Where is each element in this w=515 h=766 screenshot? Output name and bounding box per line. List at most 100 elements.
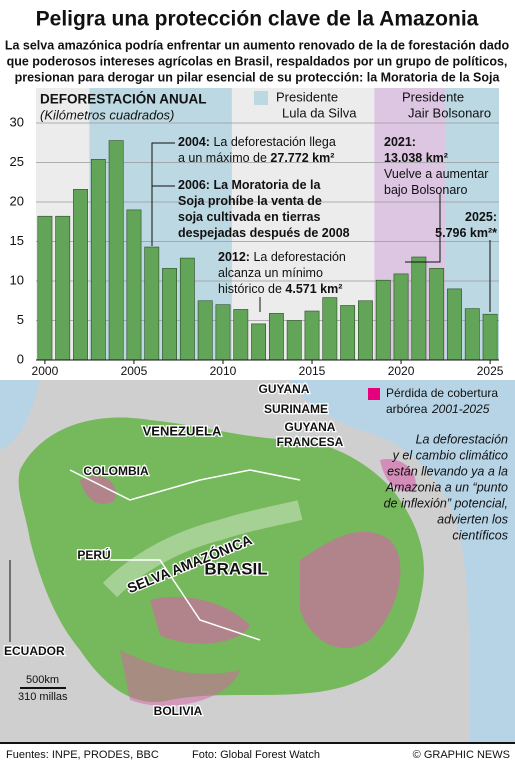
- subtitle: que poderosos intereses agrícolas en Bra…: [7, 54, 508, 68]
- annotation-text: 2012:: [218, 250, 250, 264]
- legend-label: Presidente: [276, 89, 338, 104]
- y-tick-label: 20: [10, 193, 24, 208]
- legend-label: Jair Bolsonaro: [408, 105, 491, 120]
- leader-line: [151, 142, 175, 246]
- bar: [447, 288, 462, 361]
- legend-label: arbórea: [386, 402, 428, 416]
- annotation-text: La deforestación: [250, 250, 346, 264]
- bar: [429, 268, 445, 361]
- annotation-text: Soja prohíbe la venta de: [178, 194, 322, 208]
- bar: [251, 323, 267, 361]
- map-label: GUYANA: [285, 420, 336, 434]
- map-note: y el cambio climático: [392, 448, 508, 462]
- annotation: despejadas después de 2008: [178, 226, 350, 240]
- subtitle: La selva amazónica podría enfrentar un a…: [5, 38, 510, 52]
- bar: [233, 309, 249, 361]
- x-tick-label: 2005: [121, 364, 148, 378]
- bar: [411, 256, 427, 361]
- subtitle: presionan para derogar un pilar esencial…: [15, 70, 501, 84]
- map-label: SURINAME: [264, 402, 328, 416]
- tree-loss: [80, 476, 116, 504]
- annotation: bajo Bolsonaro: [384, 183, 467, 197]
- bar: [144, 246, 160, 361]
- photo-credit: Foto: Global Forest Watch: [192, 749, 320, 761]
- annotation: 2006: La Moratoria de la: [178, 178, 321, 192]
- bar: [358, 300, 373, 361]
- bar: [482, 313, 498, 361]
- annotation-text: 2004:: [178, 135, 210, 149]
- sources: Fuentes: INPE, PRODES, BBC: [6, 749, 159, 761]
- annotation: histórico de 4.571 km²: [218, 282, 342, 296]
- annotation-text: 4.571 km²: [285, 282, 342, 296]
- bar: [268, 313, 284, 361]
- bar: [393, 273, 409, 361]
- ocean: [0, 380, 40, 450]
- tree-loss: [300, 531, 401, 649]
- annotation-text: 2006: La Moratoria de la: [178, 178, 321, 192]
- annotation: Soja prohíbe la venta de: [178, 194, 322, 208]
- annotation-text: despejadas después de 2008: [178, 226, 350, 240]
- bar: [375, 279, 391, 361]
- annotation-text: alcanza un mínimo: [218, 266, 323, 280]
- scale-label: 310 millas: [18, 691, 68, 703]
- annotation: a un máximo de 27.772 km²: [178, 151, 334, 165]
- credit: © GRAPHIC NEWS: [413, 749, 510, 761]
- map-label: BRASIL: [204, 559, 267, 578]
- annotation-text: 2025:: [465, 210, 497, 224]
- legend-swatch: [368, 388, 380, 400]
- map-note: de inflexión” potencial,: [384, 496, 508, 510]
- annotation-text: 2021:: [384, 135, 416, 149]
- bar: [162, 268, 177, 361]
- annotation-text: 5.796 km²*: [435, 226, 497, 240]
- bar: [464, 308, 480, 361]
- bar: [197, 300, 213, 361]
- map-label: ECUADOR: [4, 644, 65, 658]
- x-tick-label: 2010: [210, 364, 237, 378]
- tree-loss: [380, 459, 416, 492]
- bar: [215, 304, 231, 361]
- annotation: soja cultivada en tierras: [178, 210, 320, 224]
- map-label: PERÚ: [77, 547, 110, 562]
- annotation: 2025:: [465, 210, 497, 224]
- annotation: Vuelve a aumentar: [384, 167, 488, 181]
- bar: [108, 140, 124, 361]
- x-tick-label: 2025: [477, 364, 504, 378]
- map-label: FRANCESA: [277, 435, 344, 449]
- ocean: [290, 380, 515, 742]
- annotation: 5.796 km²*: [435, 226, 497, 240]
- annotation-text: Vuelve a aumentar: [384, 167, 488, 181]
- annotation-text: soja cultivada en tierras: [178, 210, 320, 224]
- annotation: 2004: La deforestación llega: [178, 135, 336, 149]
- x-tick-label: 2020: [388, 364, 415, 378]
- bar: [304, 310, 320, 361]
- bar: [179, 257, 195, 361]
- map-note: científicos: [452, 528, 508, 542]
- y-tick-label: 30: [10, 114, 24, 129]
- bar: [37, 215, 53, 361]
- bar: [340, 305, 356, 361]
- map-label: GUYANA: [259, 382, 310, 396]
- legend-label: Pérdida de cobertura: [386, 386, 498, 400]
- bar: [322, 297, 338, 361]
- bar: [126, 209, 142, 361]
- map-label: BOLIVIA: [154, 704, 203, 718]
- map-note: advierten los: [437, 512, 508, 526]
- y-tick-label: 0: [17, 351, 24, 366]
- y-tick-label: 10: [10, 272, 24, 287]
- title: Peligra una protección clave de la Amazo…: [36, 8, 479, 31]
- bar: [55, 215, 71, 361]
- tree-loss: [120, 650, 240, 706]
- annotation: 2021:: [384, 135, 416, 149]
- map-label: VENEZUELA: [143, 423, 222, 438]
- annotation-text: histórico de: [218, 282, 285, 296]
- chart-title: DEFORESTACIÓN ANUAL: [40, 92, 207, 107]
- bar: [90, 159, 106, 361]
- annotation-text: 13.038 km²: [384, 151, 448, 165]
- annotation-text: bajo Bolsonaro: [384, 183, 467, 197]
- legend-label: Presidente: [402, 89, 464, 104]
- border: [69, 469, 301, 641]
- annotation-text: 27.772 km²: [270, 151, 334, 165]
- bar: [286, 320, 302, 361]
